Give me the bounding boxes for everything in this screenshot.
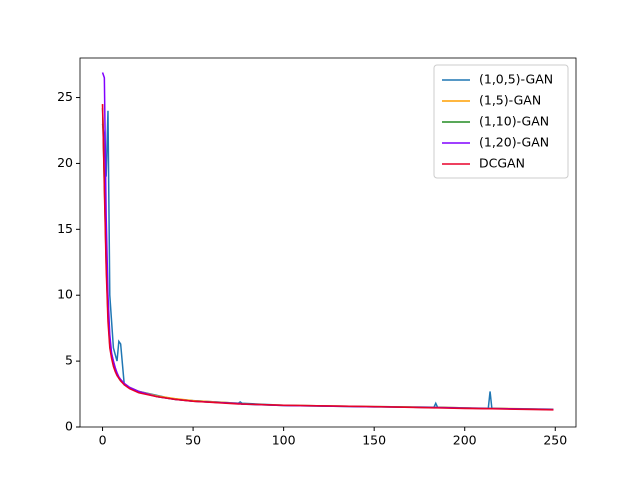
x-tick-label: 200	[453, 433, 477, 448]
line-series	[101, 104, 554, 411]
legend-label: DCGAN	[479, 156, 525, 171]
legend-label: (1,10)-GAN	[479, 114, 549, 129]
y-tick-label: 15	[57, 221, 73, 236]
y-tick-label: 25	[57, 89, 73, 104]
legend-label: (1,20)-GAN	[479, 135, 549, 150]
x-tick-label: 150	[362, 433, 386, 448]
y-tick-label: 0	[65, 419, 73, 434]
x-tick-label: 250	[543, 433, 567, 448]
x-tick-label: 100	[272, 433, 296, 448]
y-tick-label: 5	[65, 353, 73, 368]
x-tick-label: 0	[99, 433, 107, 448]
legend-box	[433, 64, 569, 179]
legend-label: (1,0,5)-GAN	[479, 72, 553, 87]
plot-frame	[79, 57, 577, 428]
y-tick-label: 20	[57, 155, 73, 170]
legend-label: (1,5)-GAN	[479, 93, 541, 108]
x-tick-label: 50	[185, 433, 201, 448]
y-tick-label: 10	[57, 287, 73, 302]
